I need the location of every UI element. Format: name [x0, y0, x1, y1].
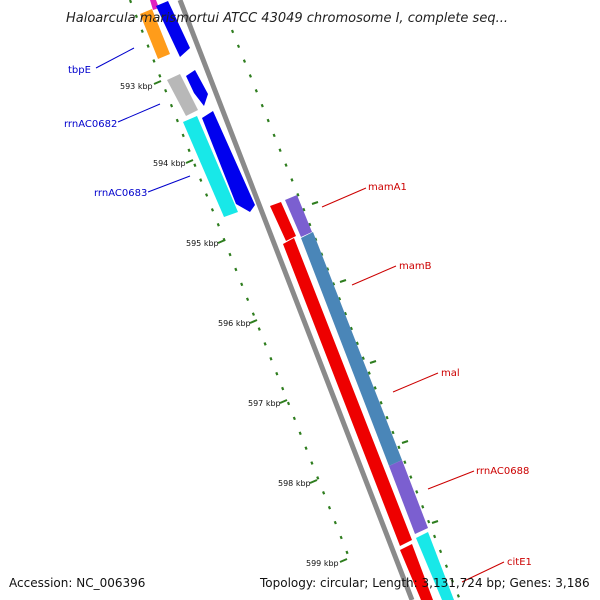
leader-citE1 — [461, 561, 505, 583]
tick-labels: 593 kbp 594 kbp 595 kbp 596 kbp 597 kbp … — [120, 82, 339, 568]
feature-purple-rrnAC0688[interactable] — [389, 460, 428, 534]
gene-label-mamB[interactable]: mamB — [399, 261, 432, 272]
feature-cyan-citE1[interactable] — [416, 532, 454, 600]
gene-label-rrnAC0682[interactable]: rrnAC0682 — [64, 119, 117, 130]
map-title: Haloarcula marismortui ATCC 43049 chromo… — [66, 11, 508, 26]
leader-mal — [392, 372, 439, 393]
feature-red-mamA1[interactable] — [270, 202, 296, 241]
tick-label-593: 593 kbp — [120, 82, 153, 91]
leader-rrnAC0683 — [147, 175, 191, 193]
backbone — [177, 0, 415, 600]
feature-red-long[interactable] — [283, 238, 412, 546]
tick-guides — [128, 0, 462, 600]
feature-orange[interactable] — [140, 9, 170, 59]
tick-label-594: 594 kbp — [153, 159, 186, 168]
tick-label-598: 598 kbp — [278, 479, 311, 488]
tick-label-599: 599 kbp — [306, 559, 339, 568]
gene-label-rrnAC0683[interactable]: rrnAC0683 — [94, 188, 147, 199]
tick-marks — [153, 80, 439, 563]
outer-tick-3 — [401, 440, 409, 444]
tick-label-597: 597 kbp — [248, 399, 281, 408]
major-tick-6 — [339, 558, 348, 563]
major-tick-3 — [249, 319, 258, 324]
genome-info-text: Topology: circular; Length: 3,131,724 bp… — [259, 576, 590, 590]
gene-label-tbpE[interactable]: tbpE — [68, 65, 91, 76]
feature-purple-mamA1[interactable] — [285, 195, 312, 237]
feature-blue-long[interactable] — [202, 111, 255, 212]
outer-tick-4 — [431, 520, 439, 524]
major-tick-0 — [153, 80, 162, 85]
guide-outer-dotted — [230, 29, 462, 600]
major-tick-5 — [309, 479, 318, 484]
tick-label-596: 596 kbp — [218, 319, 251, 328]
leader-rrnAC0682 — [117, 103, 161, 123]
major-tick-1 — [185, 159, 194, 164]
gene-label-citE1[interactable]: citE1 — [507, 557, 532, 568]
gene-label-mal[interactable]: mal — [441, 368, 460, 379]
feature-steelblue-long[interactable] — [301, 232, 402, 466]
tick-label-595: 595 kbp — [186, 239, 219, 248]
leader-tbpE — [95, 47, 135, 69]
gene-labels: tbpE rrnAC0682 rrnAC0683 mamA1 mamB mal … — [64, 65, 532, 568]
major-tick-2 — [217, 239, 226, 244]
backbone-line — [177, 0, 415, 600]
feature-red-bottom[interactable] — [400, 544, 433, 600]
leader-mamA1 — [321, 187, 367, 208]
accession-text: Accession: NC_006396 — [9, 576, 145, 590]
outer-tick-2 — [369, 360, 377, 364]
feature-blue-top[interactable] — [156, 1, 190, 57]
features — [140, 0, 454, 600]
guide-inner-dotted — [128, 0, 352, 561]
gene-label-mamA1[interactable]: mamA1 — [368, 182, 407, 193]
outer-tick-0 — [311, 201, 319, 205]
feature-blue-mid[interactable] — [186, 70, 208, 106]
feature-cyan[interactable] — [183, 116, 238, 217]
label-leaders — [95, 47, 505, 583]
leader-mamB — [351, 265, 397, 286]
leader-rrnAC0688 — [427, 470, 475, 490]
outer-tick-1 — [339, 279, 347, 283]
major-tick-4 — [279, 399, 288, 404]
gene-label-rrnAC0688[interactable]: rrnAC0688 — [476, 466, 529, 477]
feature-gray[interactable] — [167, 74, 198, 116]
